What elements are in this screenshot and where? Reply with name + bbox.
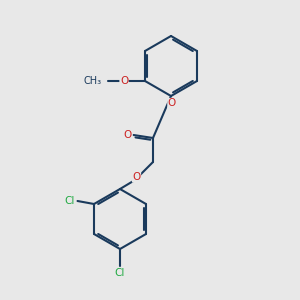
Text: Cl: Cl	[64, 196, 74, 206]
Text: Cl: Cl	[115, 268, 125, 278]
Text: CH₃: CH₃	[84, 76, 102, 86]
Text: O: O	[120, 76, 128, 86]
Text: O: O	[168, 98, 176, 108]
Text: O: O	[132, 172, 141, 182]
Text: O: O	[124, 130, 132, 140]
